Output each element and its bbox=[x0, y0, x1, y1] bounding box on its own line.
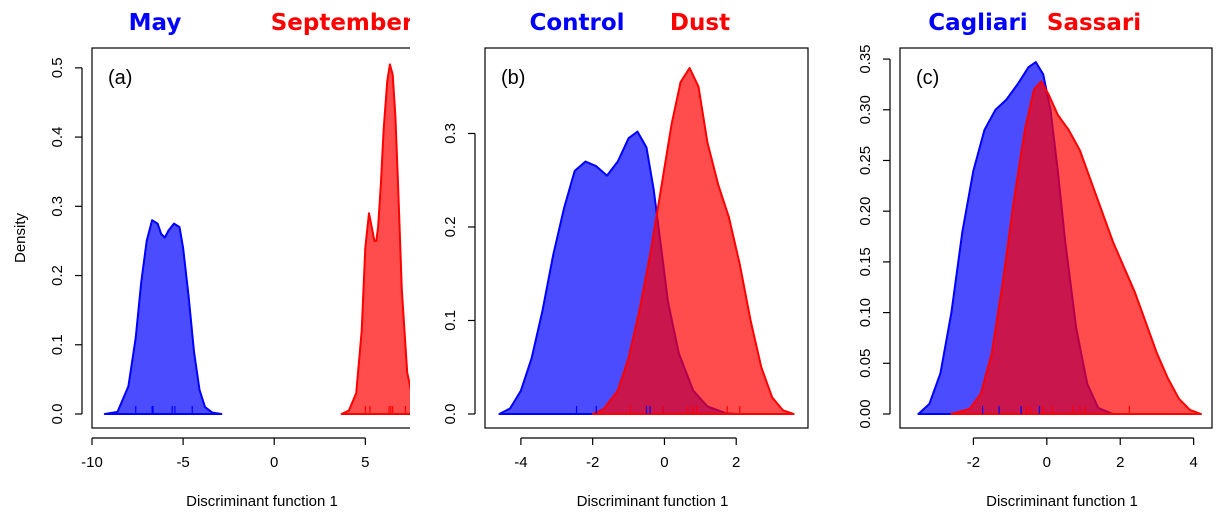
x-tick-label: 5 bbox=[361, 454, 369, 471]
y-tick-label: 0.3 bbox=[49, 196, 66, 217]
y-tick-label: 0.0 bbox=[49, 404, 66, 425]
panel-a: May September -10 -5 0 5 Discriminant function… bbox=[0, 0, 410, 521]
title-left: May bbox=[129, 10, 182, 36]
panel-label: (b) bbox=[501, 67, 525, 89]
y-tick-label: 0.0 bbox=[442, 404, 459, 425]
density-area-may bbox=[103, 219, 223, 415]
x-tick-label: -2 bbox=[586, 454, 599, 471]
x-axis-title: Discriminant function 1 bbox=[186, 493, 338, 510]
x-tick-label: 2 bbox=[1116, 454, 1124, 471]
density-area-september bbox=[340, 63, 410, 415]
y-axis-title: Density bbox=[12, 212, 29, 263]
y-tick-label: 0.5 bbox=[49, 57, 66, 78]
y-tick-label: 0.3 bbox=[442, 123, 459, 144]
chart-svg: Control Dust -4 -2 0 2 Discriminant function 1… bbox=[442, 10, 809, 510]
y-tick-label: 0.1 bbox=[49, 334, 66, 355]
x-tick-label: 4 bbox=[1189, 454, 1197, 471]
plot-frame bbox=[899, 47, 1213, 429]
x-tick-label: 0 bbox=[660, 454, 668, 471]
panel-c: Cagliari Sassari -2 0 2 4 Discriminant functio… bbox=[820, 0, 1230, 521]
plot-frame bbox=[484, 47, 809, 429]
y-tick-label: 0.1 bbox=[442, 310, 459, 331]
x-axis-title: Discriminant function 1 bbox=[577, 493, 729, 510]
x-tick-label: 2 bbox=[732, 454, 740, 471]
density-area-sassari bbox=[950, 80, 1202, 415]
y-tick-label: 0.30 bbox=[857, 95, 874, 124]
y-tick-label: 0.2 bbox=[49, 265, 66, 286]
y-tick-label: 0.00 bbox=[857, 399, 874, 428]
x-tick-label: -2 bbox=[967, 454, 980, 471]
plot-frame bbox=[91, 47, 410, 429]
panel-label: (c) bbox=[916, 67, 939, 89]
y-tick-label: 0.05 bbox=[857, 349, 874, 378]
chart-svg: May September -10 -5 0 5 Discriminant function… bbox=[12, 10, 410, 510]
title-right: Sassari bbox=[1047, 10, 1141, 36]
title-left: Cagliari bbox=[928, 10, 1027, 36]
y-tick-label: 0.15 bbox=[857, 247, 874, 276]
x-axis-title: Discriminant function 1 bbox=[986, 493, 1138, 510]
x-tick-label: 0 bbox=[1043, 454, 1051, 471]
x-tick-label: -4 bbox=[514, 454, 527, 471]
panel-b: Control Dust -4 -2 0 2 Discriminant function 1… bbox=[410, 0, 820, 521]
y-tick-label: 0.20 bbox=[857, 197, 874, 226]
y-tick-label: 0.10 bbox=[857, 298, 874, 327]
chart-svg: Cagliari Sassari -2 0 2 4 Discriminant functio… bbox=[857, 10, 1213, 510]
title-right: Dust bbox=[670, 10, 730, 36]
density-area-dust bbox=[591, 67, 795, 415]
y-tick-label: 0.35 bbox=[857, 44, 874, 73]
panel-label: (a) bbox=[108, 67, 132, 89]
x-tick-label: -10 bbox=[81, 454, 103, 471]
y-tick-label: 0.2 bbox=[442, 217, 459, 238]
y-tick-label: 0.25 bbox=[857, 146, 874, 175]
x-tick-label: -5 bbox=[176, 454, 189, 471]
title-right: September bbox=[271, 10, 410, 36]
title-left: Control bbox=[529, 10, 624, 36]
x-tick-label: 0 bbox=[270, 454, 278, 471]
y-tick-label: 0.4 bbox=[49, 127, 66, 148]
